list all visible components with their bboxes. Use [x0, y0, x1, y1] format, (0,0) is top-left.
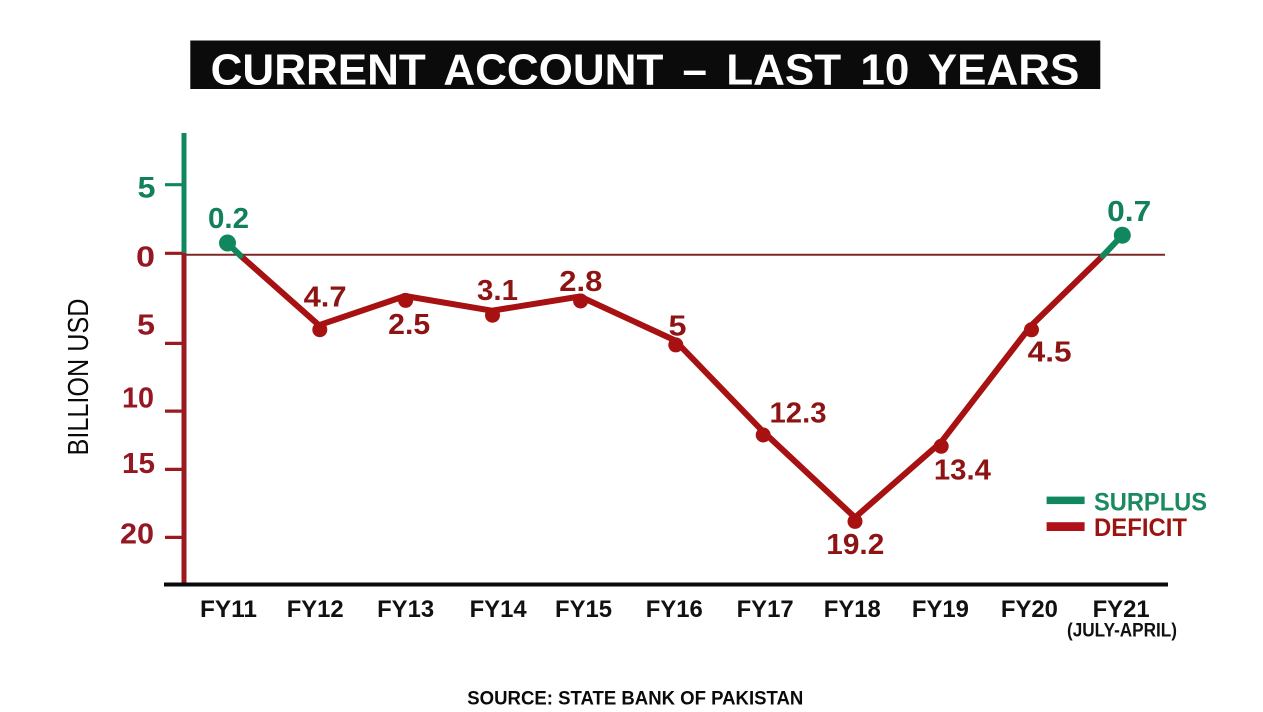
svg-text:SURPLUS: SURPLUS [1094, 488, 1207, 516]
svg-text:0.7: 0.7 [1107, 196, 1151, 228]
svg-text:BILLION USD: BILLION USD [63, 299, 95, 456]
svg-text:4.7: 4.7 [304, 281, 347, 313]
svg-text:2.5: 2.5 [388, 309, 430, 341]
svg-text:(JULY-APRIL): (JULY-APRIL) [1067, 620, 1177, 642]
svg-text:FY20: FY20 [1001, 596, 1058, 623]
svg-text:15: 15 [122, 448, 155, 480]
svg-text:3.1: 3.1 [477, 275, 518, 307]
svg-text:FY12: FY12 [287, 596, 344, 623]
svg-text:FY19: FY19 [912, 596, 969, 623]
svg-text:DEFICIT: DEFICIT [1094, 514, 1187, 542]
svg-text:FY16: FY16 [646, 596, 703, 623]
svg-text:0.2: 0.2 [208, 203, 249, 235]
svg-text:FY14: FY14 [470, 596, 527, 623]
svg-text:FY15: FY15 [555, 596, 612, 623]
svg-text:12.3: 12.3 [770, 397, 827, 429]
svg-text:FY17: FY17 [737, 596, 794, 623]
svg-text:4.5: 4.5 [1028, 337, 1072, 369]
svg-text:CURRENT ACCOUNT – LAST 10 YEAR: CURRENT ACCOUNT – LAST 10 YEARS [211, 46, 1080, 95]
svg-text:5: 5 [138, 172, 156, 205]
svg-text:5: 5 [669, 311, 687, 343]
svg-text:13.4: 13.4 [934, 455, 991, 487]
svg-text:SOURCE: STATE BANK OF PAKISTAN: SOURCE: STATE BANK OF PAKISTAN [467, 688, 803, 710]
svg-text:0: 0 [136, 242, 155, 274]
svg-text:10: 10 [122, 382, 154, 414]
svg-text:5: 5 [137, 309, 155, 341]
svg-text:FY13: FY13 [377, 596, 434, 623]
svg-text:20: 20 [120, 519, 154, 551]
svg-text:FY18: FY18 [824, 596, 881, 623]
svg-text:2.8: 2.8 [559, 266, 602, 298]
svg-text:19.2: 19.2 [826, 529, 884, 561]
svg-text:FY21: FY21 [1093, 596, 1150, 623]
svg-text:FY11: FY11 [200, 596, 257, 623]
